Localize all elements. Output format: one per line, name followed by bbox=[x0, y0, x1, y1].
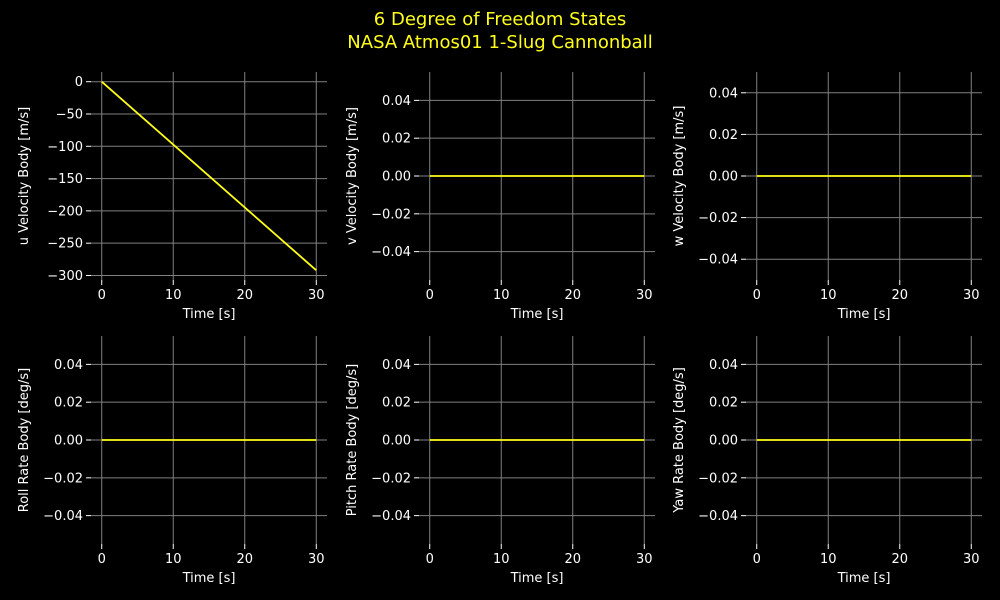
y-tick-label: 0.02 bbox=[709, 396, 738, 411]
x-axis-label: Time [s] bbox=[510, 307, 564, 322]
y-tick-label: −300 bbox=[47, 269, 83, 284]
x-tick-label: 0 bbox=[753, 288, 761, 303]
x-tick-label: 30 bbox=[636, 552, 653, 567]
x-tick-label: 10 bbox=[493, 288, 510, 303]
y-tick-label: 0.04 bbox=[382, 94, 411, 109]
y-tick-label: 0.00 bbox=[382, 170, 411, 185]
series-line bbox=[101, 81, 317, 271]
x-tick-label: 10 bbox=[493, 552, 510, 567]
x-tick-label: 0 bbox=[98, 552, 106, 567]
x-tick-label: 20 bbox=[891, 288, 908, 303]
subplot-4: 0 10 20 30 0.04 0.02 0.00 −0.02 −0.04 Time [s] Rol… bbox=[17, 336, 327, 586]
chart-subtitle: NASA Atmos01 1-Slug Cannonball bbox=[347, 32, 653, 53]
x-tick-label: 0 bbox=[98, 288, 106, 303]
y-axis-label: v Velocity Body [m/s] bbox=[345, 107, 360, 245]
y-tick-label: −50 bbox=[56, 107, 83, 122]
y-tick-label: −0.02 bbox=[371, 207, 411, 222]
x-tick-label: 30 bbox=[308, 552, 325, 567]
x-tick-label: 10 bbox=[165, 552, 182, 567]
y-tick-label: 0.04 bbox=[709, 86, 738, 101]
x-tick-label: 30 bbox=[308, 288, 325, 303]
subplot-1: 0 10 20 30 0 −50 −100 −150 −200 −250 −300 Time [s] u… bbox=[17, 72, 327, 322]
x-tick-label: 20 bbox=[891, 552, 908, 567]
x-axis-label: Time [s] bbox=[837, 307, 891, 322]
x-tick-label: 20 bbox=[236, 288, 253, 303]
y-tick-label: −100 bbox=[47, 140, 83, 155]
y-axis-label: u Velocity Body [m/s] bbox=[17, 107, 32, 245]
y-tick-label: −250 bbox=[47, 237, 83, 252]
y-tick-label: 0.00 bbox=[382, 434, 411, 449]
subplot-2: 0 10 20 30 0.04 0.02 0.00 −0.02 −0.04 Time [s] v V… bbox=[345, 72, 655, 322]
y-tick-label: −0.04 bbox=[698, 253, 738, 268]
x-axis-label: Time [s] bbox=[182, 571, 236, 586]
x-axis-label: Time [s] bbox=[510, 571, 564, 586]
y-tick-label: −0.02 bbox=[698, 211, 738, 226]
x-tick-label: 20 bbox=[564, 288, 581, 303]
y-tick-label: 0.00 bbox=[709, 170, 738, 185]
y-tick-label: −0.02 bbox=[371, 471, 411, 486]
y-tick-label: −0.04 bbox=[371, 509, 411, 524]
x-tick-label: 10 bbox=[820, 288, 837, 303]
y-tick-label: −0.04 bbox=[371, 245, 411, 260]
y-tick-label: 0.04 bbox=[54, 358, 83, 373]
y-tick-label: 0 bbox=[75, 75, 83, 90]
y-tick-label: 0.00 bbox=[54, 434, 83, 449]
y-tick-label: −0.04 bbox=[43, 509, 83, 524]
y-tick-label: 0.00 bbox=[709, 434, 738, 449]
x-tick-label: 0 bbox=[753, 552, 761, 567]
x-tick-label: 20 bbox=[236, 552, 253, 567]
y-tick-label: −200 bbox=[47, 204, 83, 219]
x-tick-label: 30 bbox=[963, 552, 980, 567]
y-axis-label: w Velocity Body [m/s] bbox=[672, 106, 687, 247]
subplot-6: 0 10 20 30 0.04 0.02 0.00 −0.02 −0.04 Time [s] Yaw… bbox=[672, 336, 982, 586]
x-axis-label: Time [s] bbox=[182, 307, 236, 322]
x-tick-label: 0 bbox=[426, 552, 434, 567]
y-axis-label: Roll Rate Body [deg/s] bbox=[17, 368, 32, 512]
x-tick-label: 0 bbox=[426, 288, 434, 303]
y-axis-label: Yaw Rate Body [deg/s] bbox=[672, 367, 687, 514]
y-tick-label: 0.02 bbox=[709, 128, 738, 143]
x-tick-label: 30 bbox=[636, 288, 653, 303]
subplot-3: 0 10 20 30 0.04 0.02 0.00 −0.02 −0.04 Time [s] w V… bbox=[672, 72, 982, 322]
x-tick-label: 20 bbox=[564, 552, 581, 567]
x-axis-label: Time [s] bbox=[837, 571, 891, 586]
x-tick-label: 10 bbox=[820, 552, 837, 567]
y-tick-label: 0.02 bbox=[382, 396, 411, 411]
y-axis-label: Pitch Rate Body [deg/s] bbox=[345, 364, 360, 516]
y-tick-label: 0.04 bbox=[382, 358, 411, 373]
subplot-5: 0 10 20 30 0.04 0.02 0.00 −0.02 −0.04 Time [s] Pit… bbox=[345, 336, 655, 586]
chart-title: 6 Degree of Freedom States bbox=[373, 9, 627, 30]
x-tick-label: 30 bbox=[963, 288, 980, 303]
y-tick-label: 0.04 bbox=[709, 358, 738, 373]
y-tick-label: −0.02 bbox=[698, 471, 738, 486]
y-tick-label: −0.04 bbox=[698, 509, 738, 524]
y-tick-label: −150 bbox=[47, 172, 83, 187]
x-tick-label: 10 bbox=[165, 288, 182, 303]
y-tick-label: 0.02 bbox=[382, 132, 411, 147]
y-tick-label: 0.02 bbox=[54, 396, 83, 411]
y-tick-label: −0.02 bbox=[43, 471, 83, 486]
